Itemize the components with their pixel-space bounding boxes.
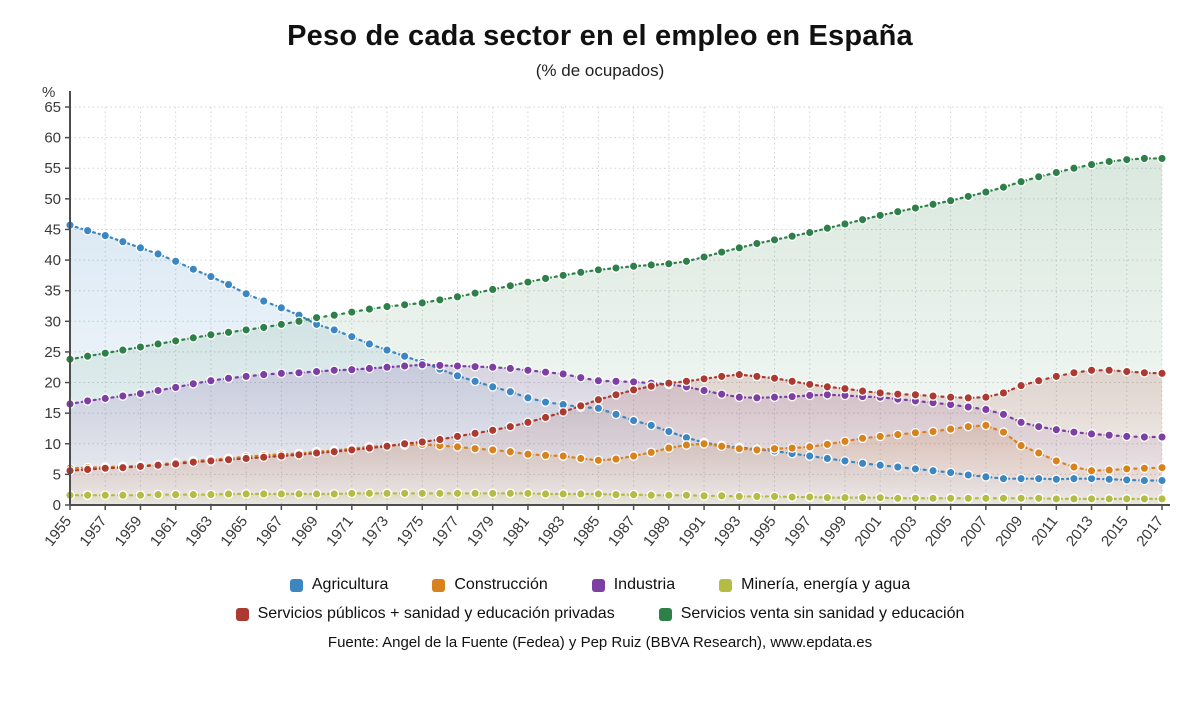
svg-text:60: 60 — [44, 130, 61, 147]
legend-swatch — [658, 607, 672, 621]
svg-text:1957: 1957 — [76, 513, 110, 550]
svg-text:1963: 1963 — [182, 513, 216, 550]
svg-text:40: 40 — [44, 252, 61, 269]
page-subtitle: (% de ocupados) — [535, 61, 665, 80]
svg-text:20: 20 — [44, 375, 61, 392]
svg-text:1959: 1959 — [112, 513, 146, 550]
legend-swatch — [235, 607, 249, 621]
svg-text:50: 50 — [44, 191, 61, 208]
svg-text:2013: 2013 — [1063, 513, 1097, 550]
svg-text:2003: 2003 — [887, 513, 921, 550]
legend-label: Agricultura — [311, 576, 389, 593]
source-note: Fuente: Angel de la Fuente (Fedea) y Pep… — [327, 634, 873, 651]
legend-swatch — [719, 578, 733, 592]
svg-text:5: 5 — [53, 466, 61, 483]
svg-text:30: 30 — [44, 313, 61, 330]
chart-area: 0 5 10 15 20 25 30 35 40 45 50 55 60 65 1955 1957 1959 19… — [20, 83, 1180, 576]
svg-text:25: 25 — [44, 344, 61, 361]
svg-text:1997: 1997 — [781, 513, 815, 550]
svg-text:2015: 2015 — [1098, 513, 1132, 550]
svg-text:1989: 1989 — [640, 513, 674, 550]
legend-label: Construcción — [454, 576, 548, 593]
svg-text:1999: 1999 — [816, 513, 850, 550]
svg-text:2007: 2007 — [957, 513, 991, 550]
legend-item-servicios-publicos[interactable]: Servicios públicos + sanidad y educación… — [235, 605, 615, 623]
svg-text:0: 0 — [53, 497, 61, 514]
svg-text:45: 45 — [44, 221, 61, 238]
legend-item-industria[interactable]: Industria — [591, 576, 676, 594]
svg-text:10: 10 — [44, 436, 61, 453]
svg-text:1979: 1979 — [464, 513, 498, 550]
legend-label: Minería, energía y agua — [741, 576, 911, 593]
svg-text:1983: 1983 — [534, 513, 568, 550]
svg-text:2001: 2001 — [851, 513, 885, 550]
legend-label: Servicios públicos + sanidad y educación… — [257, 605, 615, 622]
legend-swatch — [432, 578, 446, 592]
svg-text:1967: 1967 — [253, 513, 287, 550]
legend-swatch — [591, 578, 605, 592]
legend-label: Industria — [613, 576, 676, 593]
legend-item-construccion[interactable]: Construcción — [432, 576, 548, 594]
svg-text:1973: 1973 — [358, 513, 392, 550]
svg-text:2009: 2009 — [992, 513, 1026, 550]
legend-item-mineria-energia-agua[interactable]: Minería, energía y agua — [719, 576, 910, 594]
legend-item-servicios-venta[interactable]: Servicios venta sin sanidad y educación — [658, 605, 965, 623]
svg-text:1975: 1975 — [393, 513, 427, 550]
chart-legend: Agricultura Construcción Industria Miner… — [0, 576, 1200, 623]
svg-text:1987: 1987 — [605, 513, 639, 550]
svg-text:15: 15 — [44, 405, 61, 422]
svg-text:1981: 1981 — [499, 513, 533, 550]
chart-page: Peso de cada sector en el empleo en Espa… — [0, 20, 1200, 725]
svg-text:1985: 1985 — [570, 513, 604, 550]
svg-text:1995: 1995 — [746, 513, 780, 550]
svg-text:1991: 1991 — [675, 513, 709, 550]
legend-swatch — [289, 578, 303, 592]
svg-text:%: % — [42, 84, 55, 101]
svg-text:1977: 1977 — [429, 513, 463, 550]
svg-text:35: 35 — [44, 283, 61, 300]
legend-row-2: Servicios públicos + sanidad y educación… — [0, 605, 1200, 623]
svg-text:65: 65 — [44, 99, 61, 116]
legend-row-1: Agricultura Construcción Industria Miner… — [0, 576, 1200, 594]
svg-text:55: 55 — [44, 160, 61, 177]
svg-text:1969: 1969 — [288, 513, 322, 550]
page-title: Peso de cada sector en el empleo en Espa… — [287, 20, 913, 52]
svg-text:1965: 1965 — [217, 513, 251, 550]
svg-text:1993: 1993 — [710, 513, 744, 550]
svg-text:1961: 1961 — [147, 513, 181, 550]
svg-text:1971: 1971 — [323, 513, 357, 550]
svg-text:2005: 2005 — [922, 513, 956, 550]
svg-text:1955: 1955 — [41, 513, 75, 550]
svg-text:2017: 2017 — [1133, 513, 1167, 550]
legend-item-agricultura[interactable]: Agricultura — [289, 576, 389, 594]
svg-text:2011: 2011 — [1028, 513, 1061, 549]
legend-label: Servicios venta sin sanidad y educación — [680, 605, 965, 622]
